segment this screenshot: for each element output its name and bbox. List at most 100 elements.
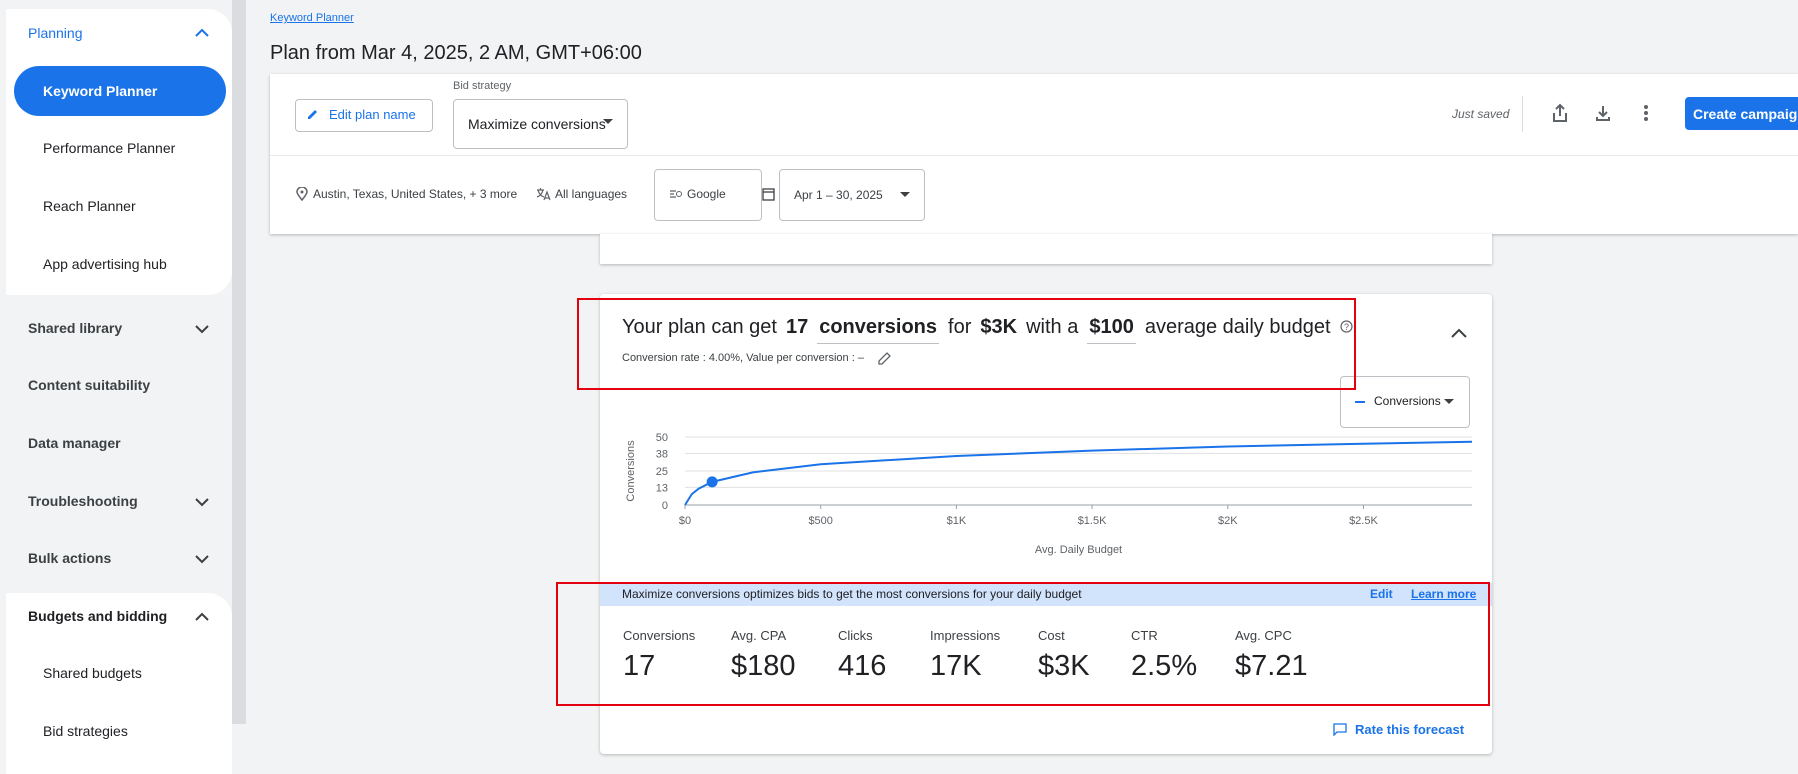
series-line <box>684 440 1473 506</box>
summary-sentence: Your plan can get 17 conversions for $3K… <box>622 316 1353 344</box>
metric-value: $3K <box>1038 650 1090 682</box>
create-campaign-button[interactable] <box>1685 97 1798 130</box>
share-icon[interactable] <box>1550 103 1570 123</box>
forecast-card <box>600 294 1492 754</box>
metric-label: Clicks <box>838 628 873 643</box>
y-tick-label: 0 <box>662 500 668 512</box>
dropdown-arrow <box>900 192 910 197</box>
summary-metric[interactable]: conversions <box>817 316 940 344</box>
highlight-box <box>577 298 1356 390</box>
x-tick-label: $0 <box>679 515 691 527</box>
edit-plan-button[interactable] <box>295 99 433 132</box>
planning-title[interactable]: Planning <box>28 25 83 41</box>
nav-item[interactable]: Keyword Planner <box>43 83 158 99</box>
breadcrumb[interactable]: Keyword Planner <box>270 12 354 24</box>
metric-label: Conversions <box>623 628 696 643</box>
summary-text: Your plan can get <box>622 316 777 338</box>
download-icon[interactable] <box>1593 103 1613 123</box>
nav-item[interactable]: App advertising hub <box>43 256 167 272</box>
metric-label: CTR <box>1131 628 1158 643</box>
calendar-icon[interactable] <box>762 187 775 201</box>
language-icon <box>536 188 551 201</box>
bid-strategy-value[interactable]: Maximize conversions <box>468 116 606 132</box>
date-range[interactable]: Apr 1 – 30, 2025 <box>794 188 883 202</box>
x-axis-label: Avg. Daily Budget <box>1035 544 1122 556</box>
page-title: Plan from Mar 4, 2025, 2 AM, GMT+06:00 <box>270 42 642 64</box>
metric-value: $180 <box>731 650 796 682</box>
location[interactable]: Austin, Texas, United States, + 3 more <box>313 187 518 201</box>
collapse-icon[interactable] <box>1450 326 1468 340</box>
feedback-icon <box>1333 723 1347 736</box>
nav-item[interactable]: Performance Planner <box>43 140 176 156</box>
nav-link[interactable]: Content suitability <box>28 377 151 393</box>
x-tick-label: $2.5K <box>1349 515 1378 527</box>
save-status: Just saved <box>1452 107 1510 121</box>
rate-forecast[interactable]: Rate this forecast <box>1355 722 1465 737</box>
bid-strategy-label: Bid strategy <box>453 80 512 92</box>
nav-link[interactable]: Shared library <box>28 320 123 336</box>
svg-text:?: ? <box>1344 322 1349 332</box>
legend-swatch <box>1355 401 1365 403</box>
summary-budget[interactable]: $100 <box>1087 316 1136 344</box>
help-icon[interactable]: ? <box>1339 320 1353 333</box>
planning-group <box>6 9 232 295</box>
summary-subtitle: Conversion rate : 4.00%, Value per conve… <box>622 352 864 364</box>
network-icon <box>670 190 682 198</box>
summary-text: with a <box>1026 316 1079 338</box>
x-tick-label: $1K <box>947 515 967 527</box>
metric-label: Avg. CPA <box>731 628 787 643</box>
chart: 0 13 25 38 50 $0 $500 $1K $1.5K $2K $2.5K Conversio… <box>625 432 1473 556</box>
y-tick-label: 38 <box>656 448 668 460</box>
metric-label: Impressions <box>930 628 1001 643</box>
metric-value: 17 <box>623 650 656 682</box>
y-tick-label: 13 <box>656 482 668 494</box>
x-tick-label: $1.5K <box>1078 515 1107 527</box>
nav-item[interactable]: Reach Planner <box>43 198 136 214</box>
bid-strategy-select[interactable] <box>453 99 628 149</box>
network-select[interactable] <box>654 169 762 221</box>
metric-value: 17K <box>930 650 982 682</box>
dropdown-arrow <box>1444 399 1454 404</box>
dropdown-arrow <box>603 119 613 124</box>
chevron-down[interactable] <box>194 552 210 566</box>
edit-plan-label[interactable]: Edit plan name <box>329 107 416 122</box>
nav-link[interactable]: Data manager <box>28 435 121 451</box>
pencil-icon <box>308 110 317 119</box>
nav-link[interactable]: Bulk actions <box>28 550 112 566</box>
summary-text: average daily budget <box>1144 316 1331 338</box>
nav-item[interactable]: Bid strategies <box>43 723 128 739</box>
scrollbar[interactable] <box>232 0 246 724</box>
chevron-up[interactable] <box>194 26 210 40</box>
budgets-title[interactable]: Budgets and bidding <box>28 608 168 624</box>
budgets-group <box>6 593 232 774</box>
edit-icon[interactable] <box>877 351 892 366</box>
toolbar-panel <box>270 74 1798 234</box>
metric-select-value[interactable]: Conversions <box>1374 394 1441 408</box>
divider <box>1522 96 1523 132</box>
banner-learn-more[interactable]: Learn more <box>1411 587 1477 601</box>
nav-link[interactable]: Troubleshooting <box>28 493 138 509</box>
metric-value: 2.5% <box>1131 650 1198 682</box>
create-campaign-label[interactable]: Create campaign <box>1693 106 1798 122</box>
metric-label: Avg. CPC <box>1235 628 1292 643</box>
summary-number: $3K <box>980 316 1018 338</box>
metric-value: $7.21 <box>1235 650 1308 682</box>
banner <box>600 583 1492 606</box>
y-tick-label: 25 <box>656 466 668 478</box>
sidebar: Planning Keyword Planner Performance Pla… <box>0 0 232 774</box>
y-axis-label: Conversions <box>625 440 637 502</box>
chevron-down[interactable] <box>194 322 210 336</box>
chevron-down[interactable] <box>194 495 210 509</box>
network[interactable]: Google <box>687 187 726 201</box>
banner-edit[interactable]: Edit <box>1370 587 1393 601</box>
card <box>600 234 1492 264</box>
nav-item[interactable]: Shared budgets <box>43 665 142 681</box>
more-icon[interactable] <box>1636 103 1656 123</box>
chevron-up[interactable] <box>194 610 210 624</box>
divider <box>270 155 1798 156</box>
summary-number: 17 <box>785 316 809 338</box>
active-pill[interactable] <box>14 66 226 116</box>
metric-value: 416 <box>838 650 887 682</box>
date-select[interactable] <box>779 169 925 221</box>
language[interactable]: All languages <box>555 187 628 201</box>
